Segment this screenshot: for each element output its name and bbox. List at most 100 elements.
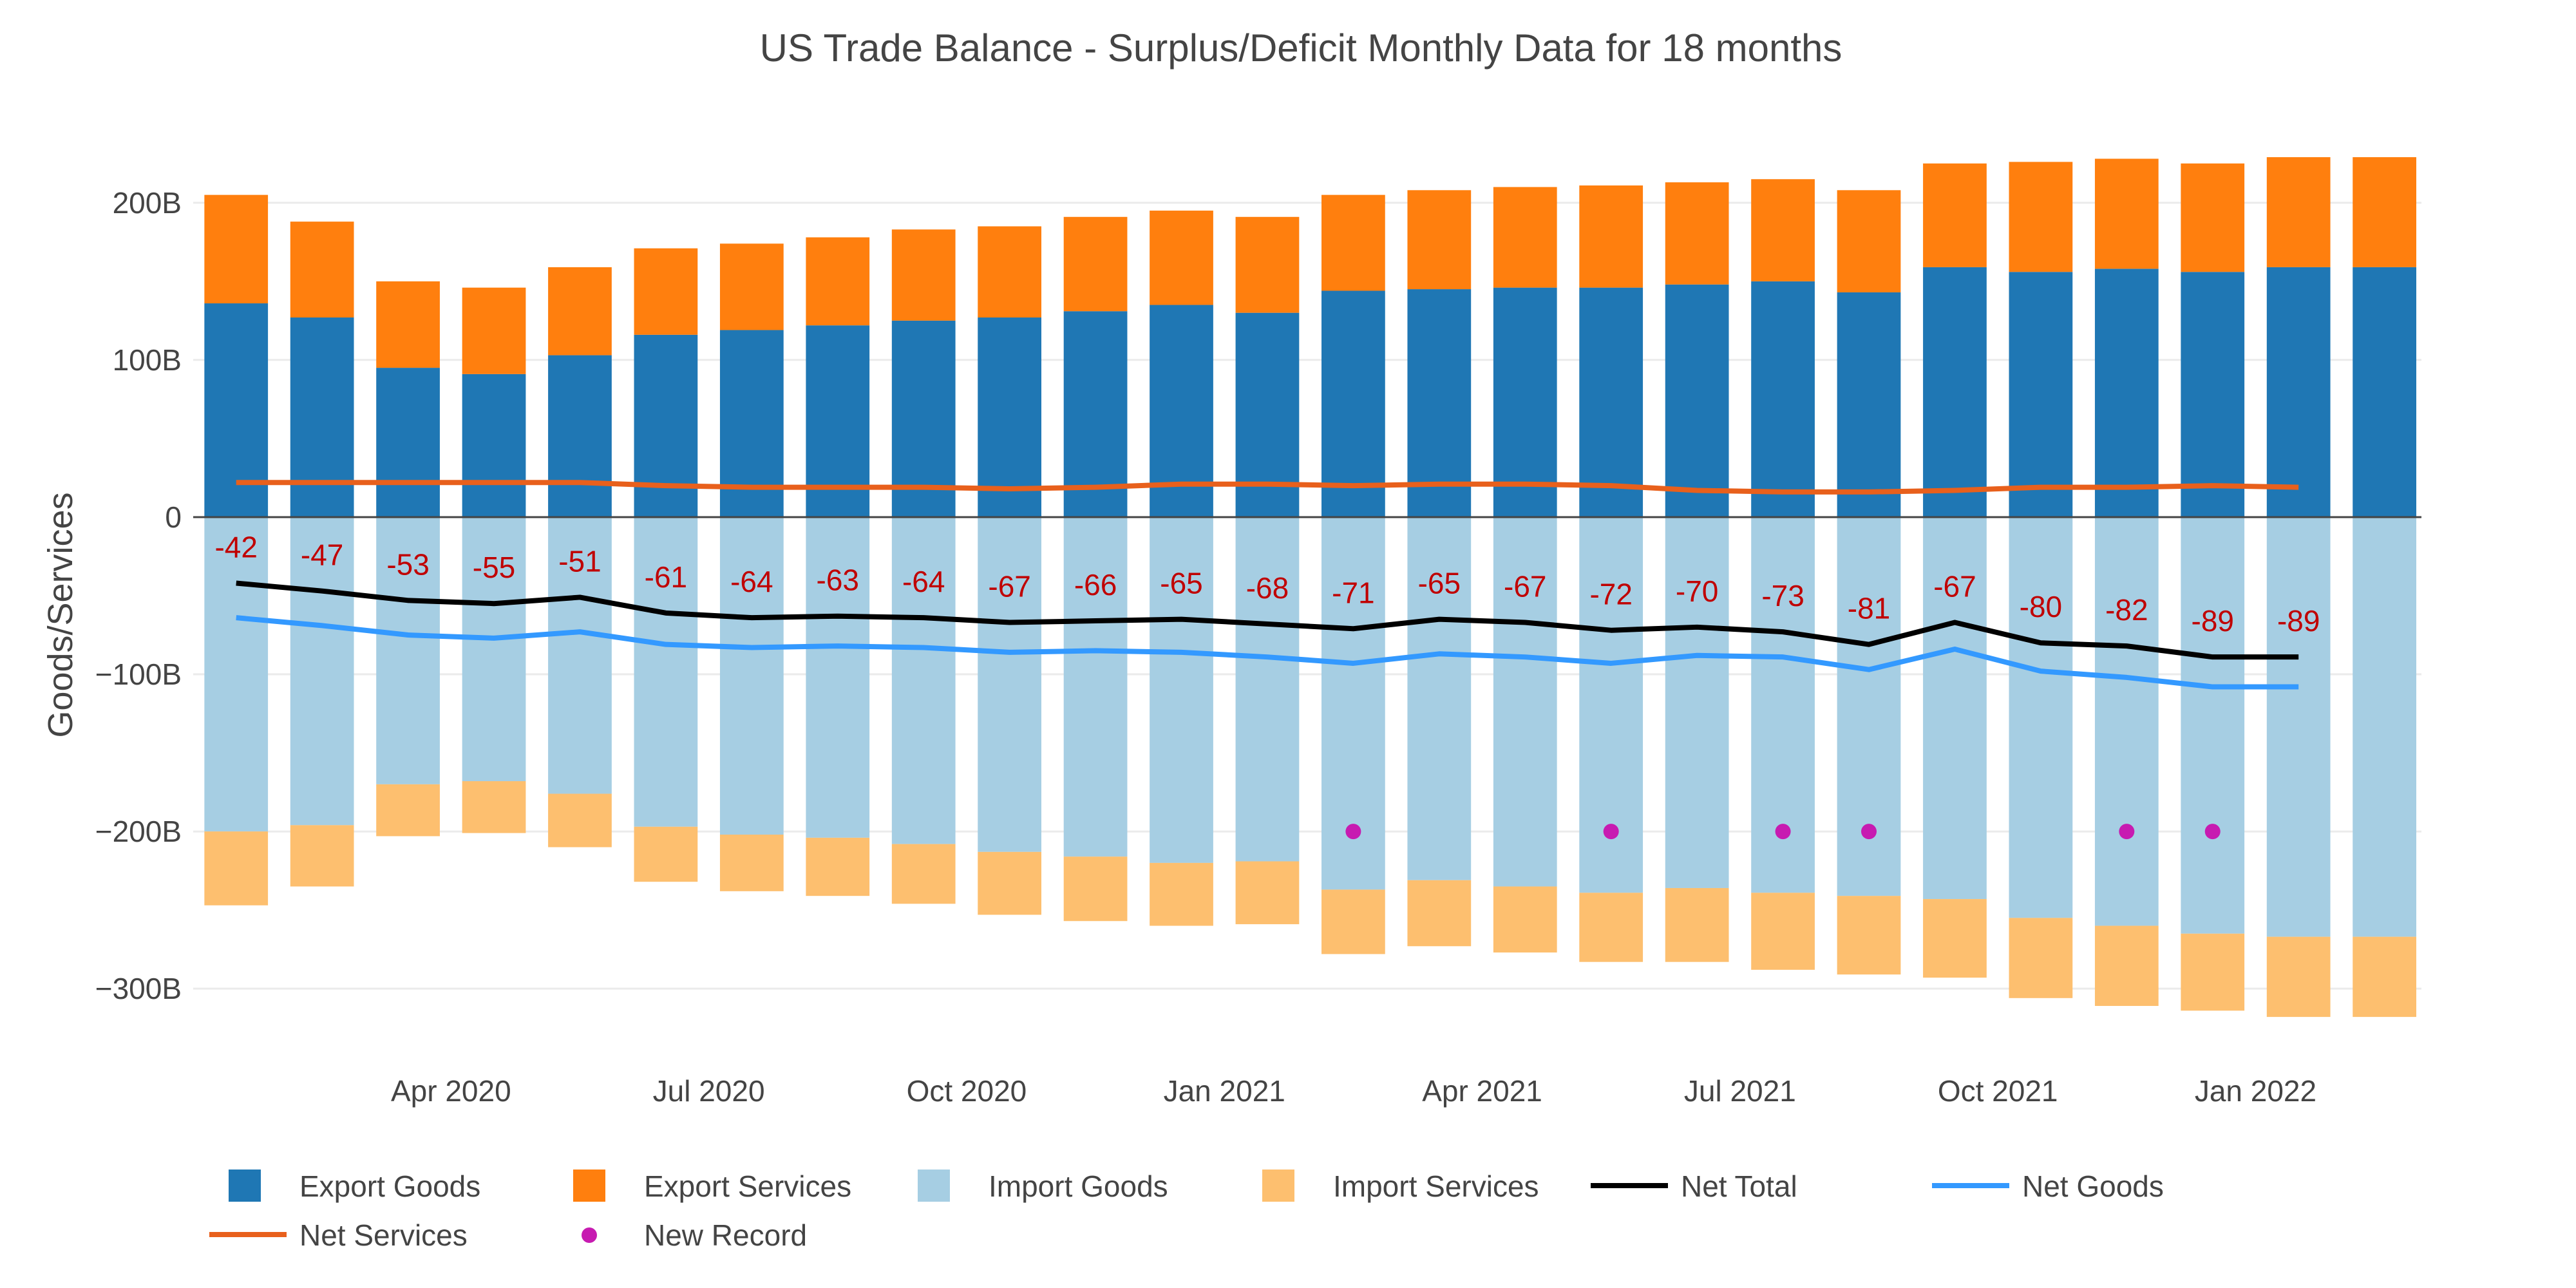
series-lines bbox=[236, 480, 2299, 690]
line-net-services bbox=[236, 480, 2299, 495]
bar-export-services bbox=[2094, 158, 2159, 269]
bar-export-goods bbox=[548, 355, 612, 517]
bar-import-goods bbox=[1665, 516, 1729, 888]
bar-export-services bbox=[2009, 162, 2073, 272]
y-axis-label: Goods/Services bbox=[41, 492, 80, 737]
data-label: -81 bbox=[1848, 592, 1890, 625]
data-label: -67 bbox=[1504, 569, 1546, 603]
legend: Export Goods Export Services Import Goods I… bbox=[209, 1170, 2164, 1252]
bar-export-services bbox=[1063, 216, 1128, 312]
bar-import-services bbox=[1235, 861, 1300, 925]
bar-import-goods bbox=[376, 516, 440, 784]
bar-export-goods bbox=[2353, 267, 2416, 517]
data-label: -67 bbox=[1933, 569, 1976, 603]
bar-export-services bbox=[1150, 211, 1213, 305]
bar-import-goods bbox=[2094, 516, 2159, 926]
legend-item: Export Goods bbox=[229, 1170, 480, 1203]
bar-export-services bbox=[634, 248, 698, 335]
legend-swatch bbox=[573, 1170, 605, 1202]
data-label: -55 bbox=[473, 551, 515, 584]
bar-import-services bbox=[2266, 936, 2331, 1018]
x-tick-label: Apr 2020 bbox=[391, 1074, 511, 1108]
legend-item: Net Goods bbox=[1932, 1170, 2164, 1203]
y-axis-ticks: 200B 100B 0 −100B −200B −300B bbox=[95, 186, 182, 1005]
bar-export-services bbox=[891, 229, 956, 321]
bar-import-services bbox=[1751, 893, 1815, 970]
legend-item: Net Services bbox=[209, 1218, 468, 1252]
legend-swatch bbox=[918, 1170, 950, 1202]
new-record-marker bbox=[1603, 824, 1619, 840]
bar-import-services bbox=[2353, 936, 2416, 1018]
bar-import-services bbox=[1665, 887, 1729, 962]
line-net-goods bbox=[236, 615, 2299, 690]
data-label: -65 bbox=[1418, 567, 1461, 600]
x-tick-label: Oct 2021 bbox=[1938, 1074, 2058, 1108]
bar-import-goods bbox=[1063, 516, 1128, 857]
chart-title: US Trade Balance - Surplus/Deficit Month… bbox=[760, 26, 1842, 70]
bar-export-services bbox=[2353, 157, 2416, 267]
data-label: -80 bbox=[2020, 590, 2062, 623]
bar-export-goods bbox=[376, 368, 440, 517]
x-tick-label: Jan 2021 bbox=[1164, 1074, 1285, 1108]
data-label: -42 bbox=[214, 530, 257, 564]
bar-import-services bbox=[290, 825, 354, 887]
bar-import-goods bbox=[204, 516, 269, 832]
bar-import-goods bbox=[719, 516, 784, 835]
bar-import-services bbox=[891, 844, 956, 904]
data-label: -64 bbox=[902, 565, 945, 598]
legend-swatch bbox=[229, 1170, 261, 1202]
legend-label: Import Services bbox=[1333, 1170, 1539, 1203]
new-record-marker bbox=[2204, 824, 2221, 840]
bar-export-goods bbox=[2094, 269, 2159, 517]
bar-export-services bbox=[2181, 163, 2245, 272]
bar-export-goods bbox=[462, 374, 526, 517]
legend-item: Export Services bbox=[573, 1170, 851, 1203]
bar-export-services bbox=[1751, 179, 1815, 281]
bar-import-goods bbox=[1493, 516, 1557, 887]
bar-import-services bbox=[1579, 893, 1643, 962]
bar-export-services bbox=[1665, 182, 1729, 285]
bar-import-services bbox=[719, 834, 784, 891]
bar-import-goods bbox=[290, 516, 354, 826]
data-label: -66 bbox=[1074, 568, 1117, 601]
bar-import-services bbox=[806, 837, 870, 896]
bar-import-services bbox=[978, 851, 1042, 915]
bar-import-goods bbox=[548, 516, 612, 794]
legend-item: New Record bbox=[582, 1218, 807, 1252]
data-label: -47 bbox=[301, 538, 343, 572]
legend-label: Net Total bbox=[1681, 1170, 1797, 1203]
legend-swatch bbox=[582, 1227, 597, 1243]
bar-export-goods bbox=[1751, 281, 1815, 517]
data-label: -64 bbox=[730, 565, 773, 598]
data-label: -67 bbox=[988, 569, 1030, 603]
bar-import-goods bbox=[891, 516, 956, 844]
legend-label: Export Services bbox=[644, 1170, 851, 1203]
bar-import-services bbox=[376, 784, 440, 837]
bar-export-services bbox=[462, 287, 526, 374]
bar-import-goods bbox=[2181, 516, 2245, 934]
data-label: -63 bbox=[817, 564, 859, 597]
data-label: -68 bbox=[1246, 571, 1289, 605]
legend-label: Import Goods bbox=[989, 1170, 1168, 1203]
bar-export-goods bbox=[2266, 267, 2331, 517]
x-tick-label: Jul 2020 bbox=[653, 1074, 765, 1108]
bar-import-goods bbox=[1407, 516, 1472, 880]
data-label: -53 bbox=[386, 547, 429, 581]
y-tick-label: 100B bbox=[113, 343, 182, 377]
x-tick-label: Oct 2020 bbox=[907, 1074, 1027, 1108]
bar-export-goods bbox=[1665, 284, 1729, 517]
legend-label: Net Services bbox=[299, 1218, 468, 1252]
new-record-marker bbox=[1861, 824, 1877, 840]
bar-import-goods bbox=[634, 516, 698, 827]
bar-export-services bbox=[1321, 194, 1385, 291]
bar-export-goods bbox=[2181, 272, 2245, 517]
new-record-marker bbox=[1345, 824, 1361, 840]
bar-export-services bbox=[719, 243, 784, 330]
x-tick-label: Jan 2022 bbox=[2195, 1074, 2316, 1108]
bar-export-services bbox=[290, 222, 354, 317]
data-label: -71 bbox=[1332, 576, 1374, 609]
bar-import-goods bbox=[2353, 516, 2416, 937]
bar-export-goods bbox=[1579, 287, 1643, 517]
legend-label: Net Goods bbox=[2022, 1170, 2164, 1203]
